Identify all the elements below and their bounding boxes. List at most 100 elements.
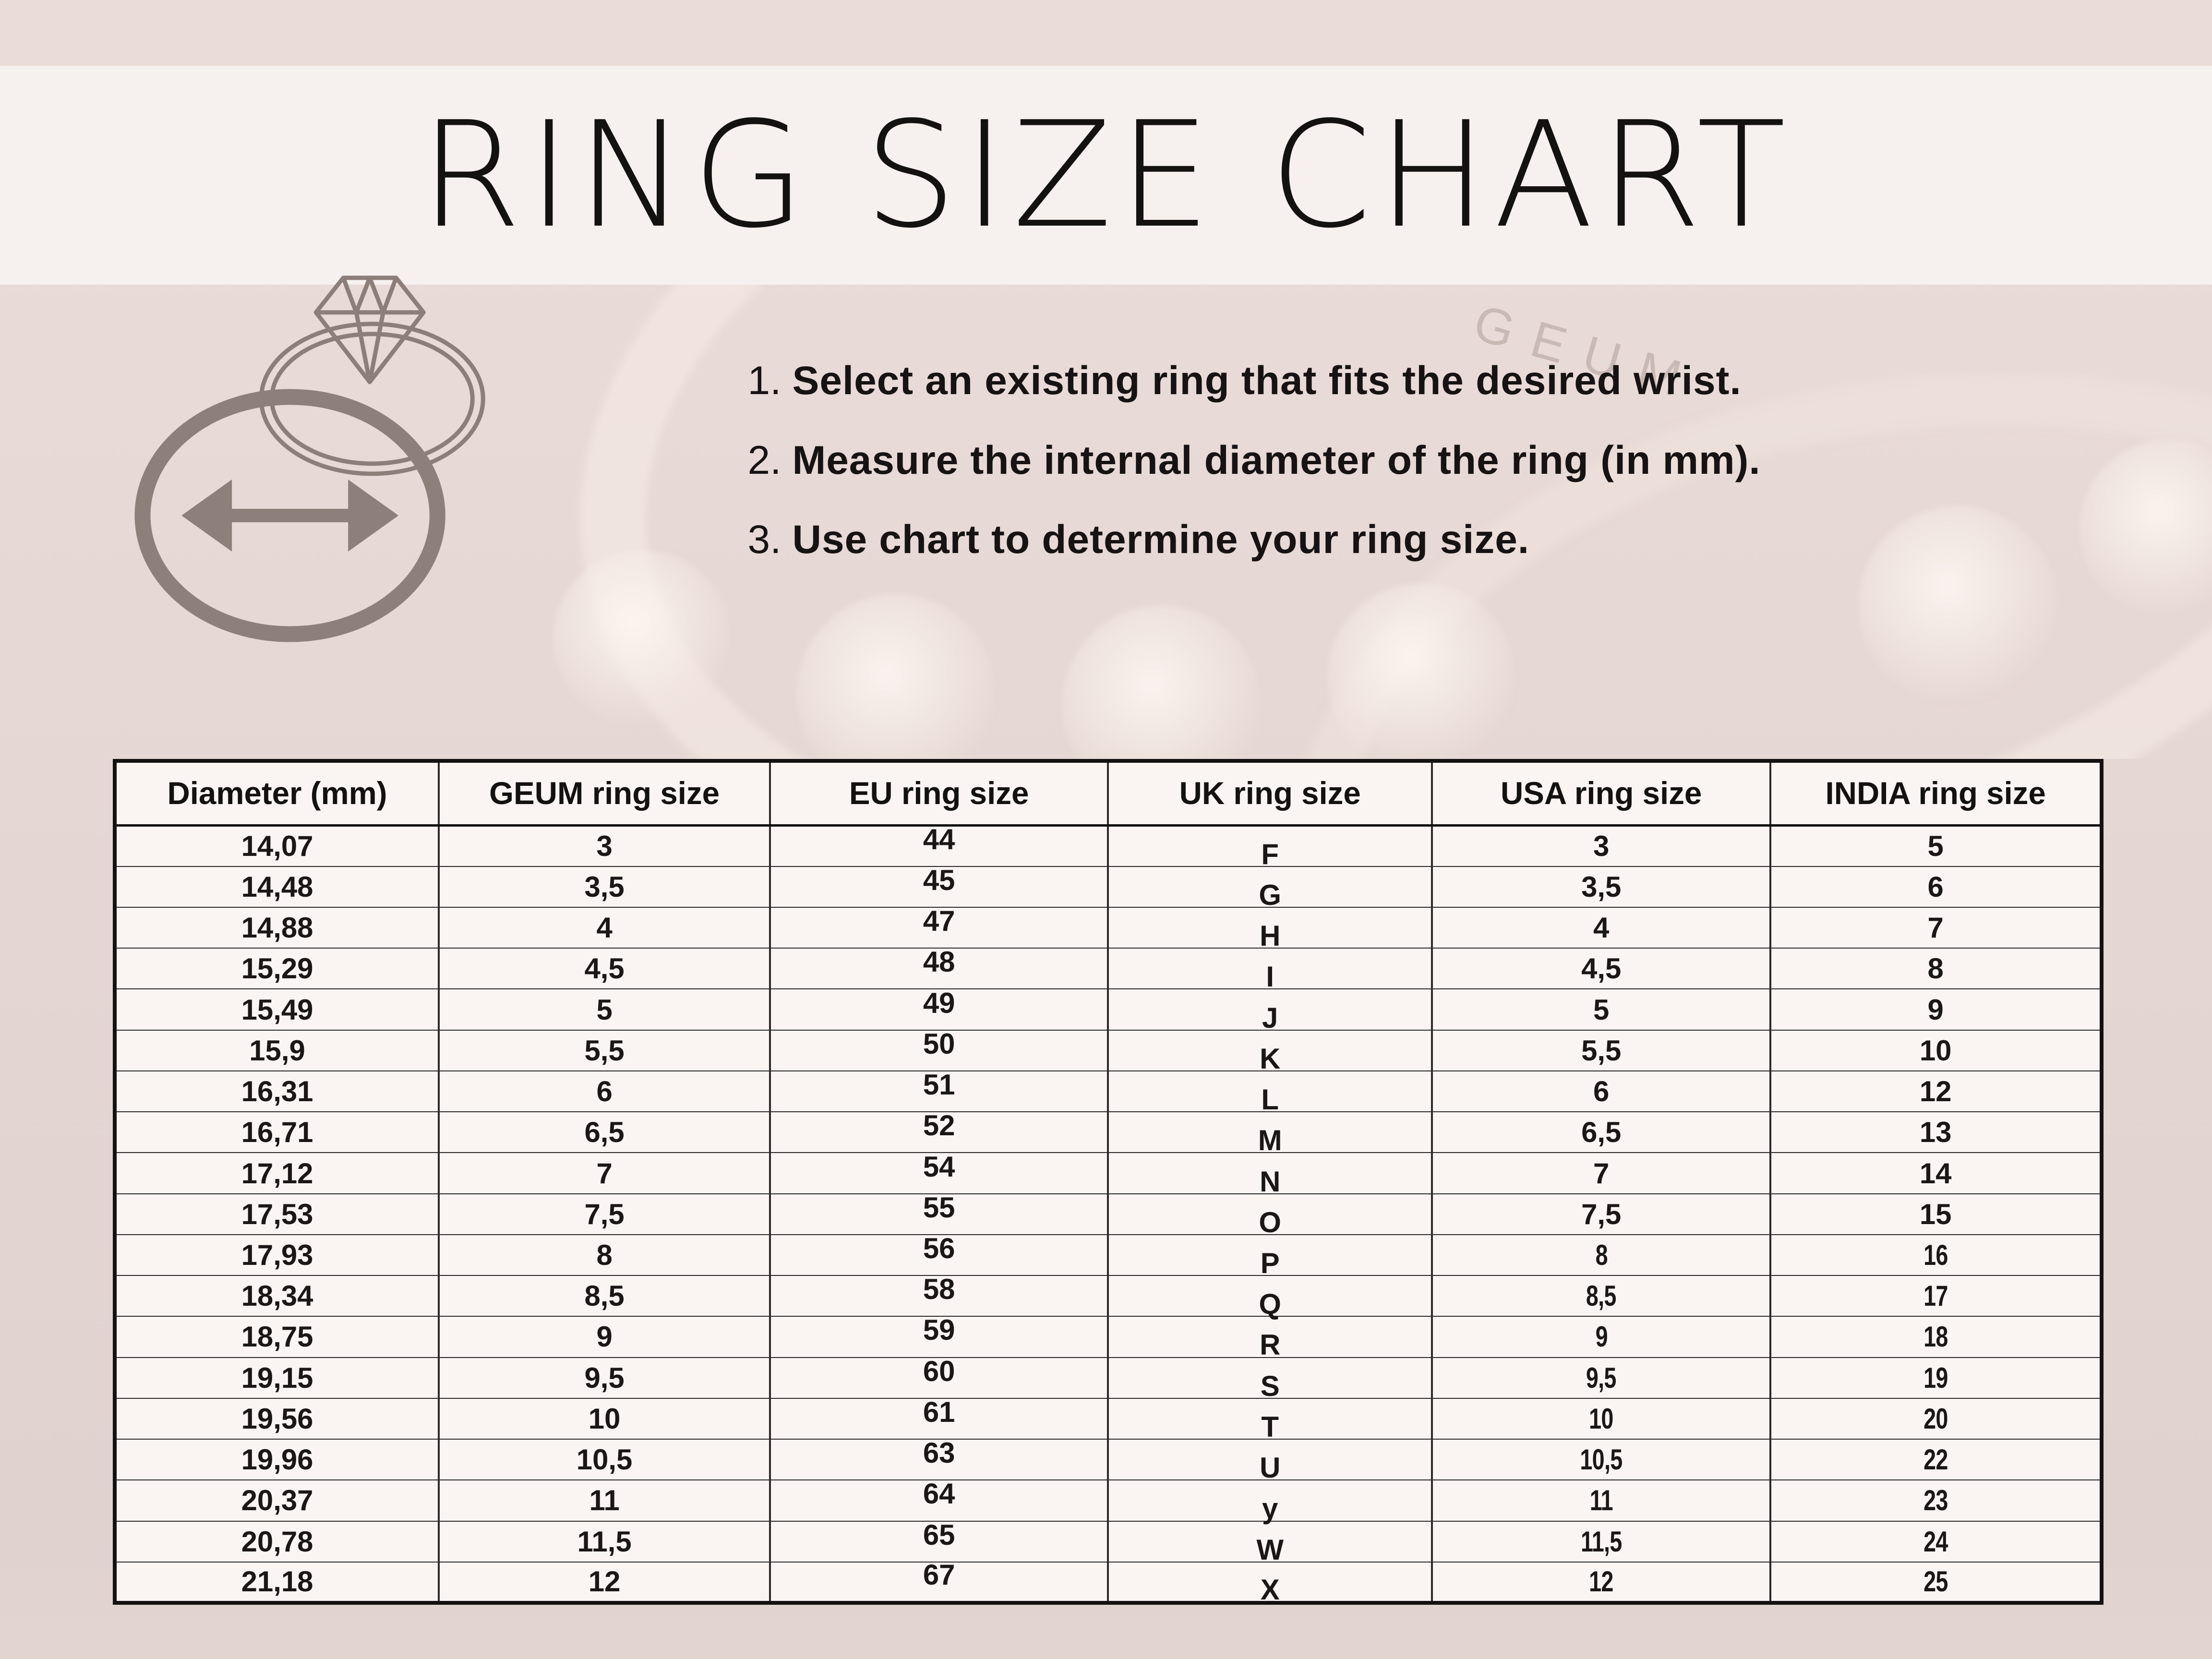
cell-geum: 5,5 [438,1029,771,1071]
cell-uk: M [1107,1111,1433,1155]
cell-diameter_mm: 18,34 [113,1275,440,1317]
cell-geum: 11 [438,1479,771,1522]
cell-eu: 45 [769,866,1109,908]
top-strip [0,0,2212,66]
table-row: 19,15 9,5 60 S 9,5 19 [113,1357,2103,1400]
cell-india: 13 [1769,1111,2103,1154]
cell-eu: 61 [769,1398,1109,1440]
cell-diameter_mm: 20,78 [113,1520,440,1563]
cell-eu: 67 [769,1561,1109,1603]
cell-diameter_mm: 15,49 [113,988,440,1031]
table-row: 17,93 8 56 P 8 16 [113,1234,2103,1277]
cell-geum: 8,5 [438,1275,771,1317]
cell-eu: 63 [769,1439,1109,1481]
cell-eu: 52 [769,1111,1109,1154]
diamond-ring-outline [259,276,485,476]
cell-eu: 48 [769,948,1109,990]
cell-diameter_mm: 14,07 [113,825,440,867]
cell-uk: S [1107,1357,1433,1400]
cell-uk: P [1107,1234,1433,1277]
step-number: 1. [747,357,781,403]
cell-uk: O [1107,1193,1433,1237]
cell-uk: H [1107,906,1433,950]
cell-diameter_mm: 17,53 [113,1193,440,1235]
title-band: RING SIZE CHART [0,65,2212,285]
table-row: 14,48 3,5 45 G 3,5 6 [113,866,2103,909]
cell-geum: 10,5 [438,1439,771,1481]
faded-gemstone [1858,505,2057,705]
table-row: 16,71 6,5 52 M 6,5 13 [113,1111,2103,1155]
cell-india: 6 [1769,866,2103,908]
instruction-step: 2. Measure the internal diameter of the r… [748,421,1761,500]
step-text: Use chart to determine your ring size. [792,517,1530,562]
cell-eu: 56 [769,1234,1109,1276]
cell-geum: 3,5 [438,866,771,908]
cell-diameter_mm: 20,37 [113,1479,440,1522]
cell-uk: G [1107,866,1433,909]
cell-india: 12 [1769,1070,2103,1113]
faded-gemstone [553,550,730,727]
cell-uk: T [1107,1397,1433,1441]
cell-uk: F [1107,825,1433,869]
cell-usa: 5 [1431,988,1772,1031]
cell-india: 15 [1769,1193,2103,1235]
faded-gemstone [1327,583,1515,759]
cell-geum: 5 [438,988,771,1031]
cell-india: 18 [1769,1316,2103,1358]
cell-diameter_mm: 15,9 [113,1029,440,1071]
cell-uk: Q [1107,1275,1433,1319]
table-row: 17,12 7 54 N 7 14 [113,1152,2103,1196]
cell-uk: L [1107,1070,1433,1114]
cell-diameter_mm: 16,31 [113,1070,440,1113]
cell-eu: 65 [769,1520,1109,1563]
table-row: 18,34 8,5 58 Q 8,5 17 [113,1275,2103,1319]
cell-geum: 7,5 [438,1193,771,1235]
cell-usa: 9,5 [1431,1357,1772,1399]
background-photo: GEUM [0,285,2212,759]
step-text: Select an existing ring that fits the de… [792,357,1742,403]
diameter-arrow [134,389,445,642]
page-title: RING SIZE CHART [420,90,1792,260]
header-eu: EU ring size [769,760,1109,827]
table-row: 15,9 5,5 50 K 5,5 10 [113,1029,2103,1073]
cell-eu: 54 [769,1152,1109,1194]
cell-diameter_mm: 17,93 [113,1234,440,1276]
table-header-row: Diameter (mm) GEUM ring size EU ring siz… [113,760,2103,827]
cell-eu: 44 [769,825,1109,867]
table-row: 19,56 10 61 T 10 20 [113,1397,2103,1441]
cell-india: 14 [1769,1152,2103,1194]
cell-geum: 6,5 [438,1111,771,1154]
ring-diameter-icon [134,276,485,642]
cell-usa: 6 [1431,1070,1772,1113]
cell-usa: 11 [1431,1479,1772,1522]
cell-india: 24 [1769,1520,2103,1563]
cell-eu: 51 [769,1070,1109,1113]
table-row: 20,78 11,5 65 W 11,5 24 [113,1520,2103,1564]
cell-geum: 9,5 [438,1357,771,1399]
cell-geum: 9 [438,1316,771,1358]
step-text: Measure the internal diameter of the rin… [792,437,1761,482]
step-number: 2. [747,437,781,482]
cell-usa: 4 [1431,906,1772,949]
cell-diameter_mm: 19,96 [113,1439,440,1481]
cell-usa: 4,5 [1431,948,1772,990]
header-diameter: Diameter (mm) [113,760,440,827]
table-row: 15,49 5 49 J 5 9 [113,988,2103,1032]
cell-uk: y [1107,1479,1433,1523]
cell-geum: 10 [438,1397,771,1440]
cell-uk: K [1107,1029,1433,1073]
cell-geum: 3 [438,825,771,867]
cell-geum: 8 [438,1234,771,1276]
table-row: 14,07 3 44 F 3 5 [113,825,2103,869]
cell-usa: 3,5 [1431,866,1772,908]
cell-india: 19 [1769,1357,2103,1399]
cell-india: 20 [1769,1397,2103,1440]
cell-india: 7 [1769,906,2103,949]
cell-india: 8 [1769,948,2103,990]
table-row: 16,31 6 51 L 6 12 [113,1070,2103,1114]
header-uk: UK ring size [1107,760,1433,827]
cell-diameter_mm: 19,56 [113,1397,440,1440]
cell-geum: 4 [438,906,771,949]
cell-uk: U [1107,1439,1433,1482]
cell-india: 5 [1769,825,2103,867]
